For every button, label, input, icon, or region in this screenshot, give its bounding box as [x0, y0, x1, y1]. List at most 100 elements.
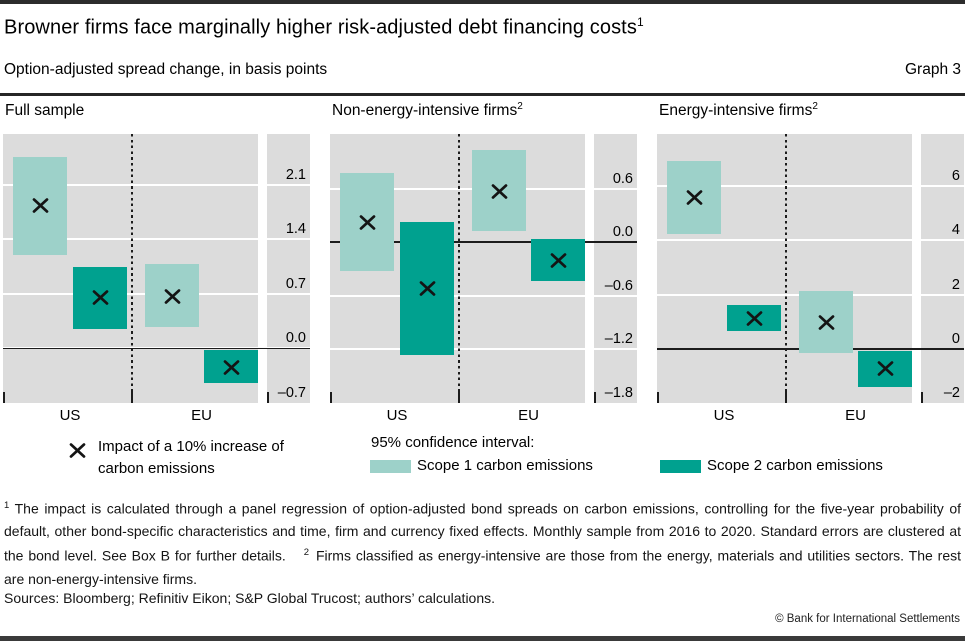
header-divider-rule — [0, 93, 965, 96]
copyright-notice: © Bank for International Settlements — [775, 613, 960, 625]
footnotes: 1 The impact is calculated through a pan… — [4, 495, 961, 590]
y-tick-label: –0.6 — [604, 277, 633, 294]
gridline — [657, 293, 912, 296]
gridline — [3, 238, 258, 241]
impact-marker-scope1-us — [359, 215, 376, 230]
panel-title-text: Non-energy-intensive firms — [332, 102, 518, 120]
top-frame-bar — [0, 0, 965, 4]
category-divider — [131, 134, 133, 403]
legend-ci-title: 95% confidence interval: — [371, 434, 535, 451]
panel-title: Full sample — [5, 101, 84, 120]
gridline — [921, 239, 964, 242]
graph-number-label: Graph 3 — [904, 61, 961, 78]
legend-impact-label: Impact of a 10% increase of carbon emiss… — [98, 438, 284, 477]
page-title: Browner firms face marginally higher ris… — [4, 15, 644, 40]
x-tick-label: US — [713, 407, 735, 424]
panel-footnote-marker: 2 — [517, 101, 523, 112]
y-tick-label: 2.1 — [285, 166, 306, 183]
category-divider — [785, 134, 787, 403]
gridline — [330, 187, 585, 190]
zero-line — [330, 241, 637, 243]
y-tick-label: 0.0 — [612, 224, 633, 241]
legend-scope1-label: Scope 1 carbon emissions — [417, 457, 593, 474]
axis-tick — [657, 392, 659, 403]
axis-tick — [458, 392, 460, 403]
y-tick-label: 0.0 — [285, 330, 306, 347]
y-tick-label: –1.8 — [604, 385, 633, 401]
bottom-frame-bar — [0, 636, 965, 641]
axis-tick — [785, 392, 787, 403]
plot-region: 6 4 2 0 –2 US EU — [657, 134, 964, 424]
panel-title: Non-energy-intensive firms2 — [332, 101, 523, 120]
zero-line — [3, 347, 310, 350]
y-tick-label: –0.7 — [277, 385, 306, 401]
y-tick-label: 6 — [951, 168, 960, 185]
gridline — [267, 183, 310, 186]
gridline — [267, 292, 310, 295]
x-tick-label: US — [59, 407, 81, 424]
impact-marker-scope2-us — [746, 310, 763, 326]
impact-marker-scope1-us — [32, 198, 49, 214]
x-tick-label: EU — [518, 407, 539, 424]
impact-marker-scope1-us — [686, 189, 703, 205]
impact-marker-scope2-eu — [550, 252, 567, 268]
y-axis-label-column — [267, 134, 310, 403]
legend-scope2-label: Scope 2 carbon emissions — [707, 457, 883, 474]
scope2-color-swatch — [660, 460, 701, 473]
footnote2-marker: 2 — [303, 547, 310, 559]
gridline — [330, 348, 585, 351]
y-tick-label: –2 — [943, 385, 960, 401]
axis-tick — [330, 392, 332, 403]
axis-tick — [594, 392, 596, 403]
axis-tick — [267, 392, 269, 403]
y-tick-label: 4 — [951, 222, 960, 239]
impact-marker-scope1-eu — [818, 314, 835, 330]
footnote1-marker: 1 — [4, 500, 10, 511]
y-tick-label: 0.7 — [285, 275, 306, 292]
scope1-color-swatch — [370, 460, 411, 473]
sources-line: Sources: Bloomberg; Refinitiv Eikon; S&P… — [4, 590, 496, 606]
impact-marker-scope2-us — [92, 290, 109, 306]
panel-title-text: Full sample — [5, 102, 85, 120]
gridline — [330, 294, 585, 297]
page-title-text: Browner firms face marginally higher ris… — [4, 16, 637, 39]
y-tick-label: 0.6 — [612, 170, 633, 187]
footnote2-text: Firms classified as energy-intensive are… — [4, 548, 962, 587]
panel-energy-intensive: Energy-intensive firms2 6 4 2 0 –2 US EU — [657, 101, 964, 446]
plot-region: 0.6 0.0 –0.6 –1.2 –1.8 US EU — [330, 134, 637, 424]
axis-tick — [921, 392, 923, 403]
y-tick-label: 2 — [951, 276, 960, 293]
panel-full-sample: Full sample 2.1 1.4 0.7 0.0 –0.7 US EU — [3, 101, 310, 446]
y-axis-label-column — [921, 134, 964, 403]
x-tick-label: EU — [845, 407, 866, 424]
panel-title: Energy-intensive firms2 — [659, 101, 818, 120]
axis-tick — [3, 392, 5, 403]
gridline — [921, 293, 964, 296]
gridline — [3, 183, 258, 186]
chart-subtitle: Option-adjusted spread change, in basis … — [4, 61, 328, 78]
impact-marker-scope2-eu — [877, 361, 894, 377]
panel-title-text: Energy-intensive firms — [659, 102, 813, 120]
gridline — [921, 185, 964, 188]
impact-marker-icon — [69, 443, 86, 458]
impact-marker-scope2-us — [419, 281, 436, 296]
impact-marker-scope1-eu — [164, 288, 181, 304]
title-footnote-marker: 1 — [636, 15, 644, 29]
x-tick-label: EU — [191, 407, 212, 424]
axis-tick — [131, 392, 133, 403]
gridline — [3, 292, 258, 295]
gridline — [267, 238, 310, 241]
gridline — [657, 185, 912, 188]
gridline — [657, 239, 912, 242]
impact-marker-scope2-eu — [223, 359, 240, 375]
impact-marker-scope1-eu — [491, 183, 508, 199]
panel-non-energy-intensive: Non-energy-intensive firms2 0.6 0.0 –0.6 –1… — [330, 101, 637, 446]
footnote1-text: The impact is calculated through a panel… — [4, 500, 962, 565]
y-axis-label-column — [594, 134, 637, 403]
category-divider — [458, 134, 460, 403]
gridline — [594, 187, 637, 190]
y-tick-label: 0 — [951, 330, 960, 347]
plot-region: 2.1 1.4 0.7 0.0 –0.7 US EU — [3, 134, 310, 424]
gridline — [594, 348, 637, 351]
